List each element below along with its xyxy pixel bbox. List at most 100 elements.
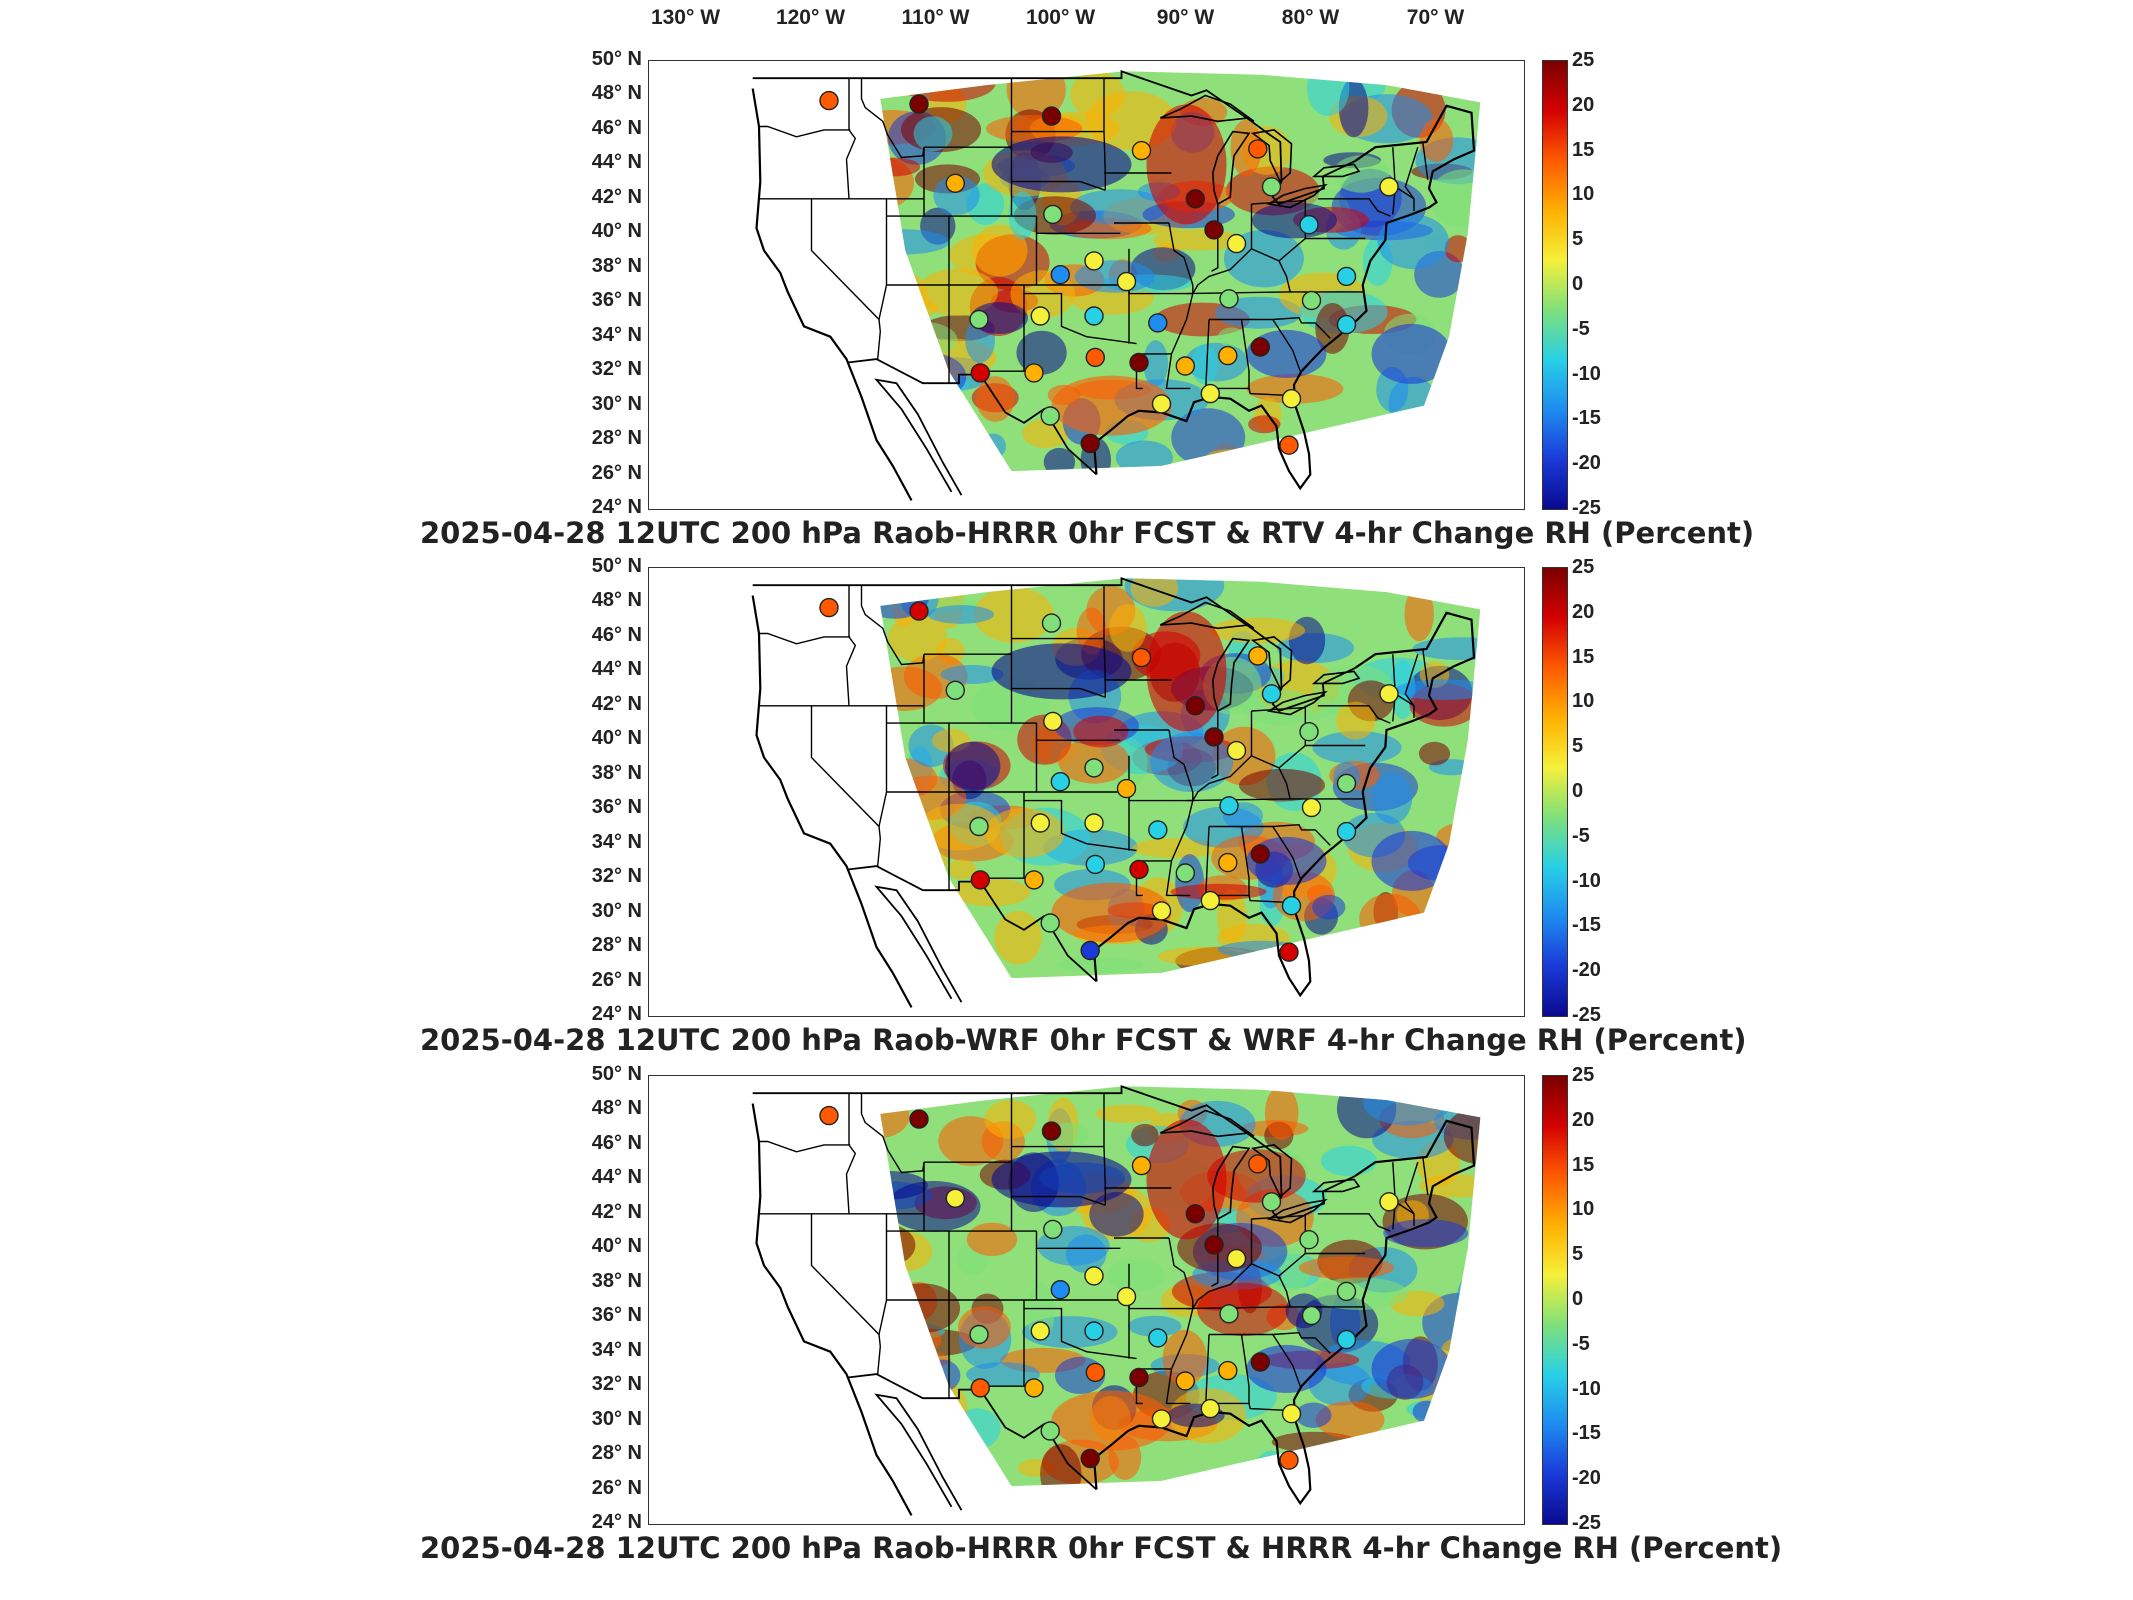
lat-tick-label: 50° N <box>591 555 642 577</box>
station-marker <box>1041 1121 1062 1141</box>
great-lake <box>1311 1178 1361 1193</box>
colorbar <box>1542 1075 1568 1525</box>
lat-tick-label: 34° N <box>591 323 642 346</box>
state-boundary <box>1216 826 1250 897</box>
station-marker <box>1050 264 1070 285</box>
lat-tick-label: 26° N <box>591 461 642 484</box>
state-boundary <box>810 198 882 360</box>
station-marker <box>1279 942 1299 962</box>
longitude-axis: 130° W 120° W 110° W 100° W 90° W 80° W 70° W <box>0 0 2133 40</box>
state-boundary <box>810 1213 882 1375</box>
state-boundary <box>1251 1214 1306 1220</box>
lat-tick-label: 26° N <box>591 1476 642 1499</box>
colorbar-tick-label: -5 <box>1572 317 1590 340</box>
colorbar-tick-label: -20 <box>1572 959 1601 982</box>
colorbar <box>1542 60 1568 510</box>
lon-tick-label: 130° W <box>650 6 721 29</box>
station-marker <box>1218 345 1238 366</box>
station-marker <box>1131 1155 1152 1176</box>
panel-title: 2025-04-28 12UTC 200 hPa Raob-HRRR 0hr F… <box>420 1531 1783 1565</box>
lat-tick-label: 40° N <box>591 1235 642 1258</box>
great-lake <box>1311 670 1361 685</box>
great-lake <box>1211 637 1251 713</box>
state-boundary <box>1023 792 1137 852</box>
lat-tick-label: 46° N <box>591 1131 642 1154</box>
station-marker <box>1185 696 1205 716</box>
station-marker <box>1024 1378 1044 1398</box>
station-marker <box>1248 646 1268 666</box>
station-marker <box>1175 356 1195 376</box>
great-lake <box>1159 1109 1255 1138</box>
state-boundary <box>1317 705 1391 724</box>
station-marker <box>1151 394 1172 414</box>
state-boundary <box>1103 78 1106 191</box>
station-marker <box>1185 1204 1205 1224</box>
lat-tick-label: 28° N <box>591 1442 642 1465</box>
station-marker <box>1129 859 1149 880</box>
station-marker <box>1204 727 1224 747</box>
panel-title: 2025-04-28 12UTC 200 hPa Raob-HRRR 0hr F… <box>420 516 1755 550</box>
lat-tick-label: 42° N <box>591 185 642 208</box>
state-boundary <box>810 705 882 867</box>
station-marker <box>1261 177 1282 197</box>
colorbar-tick-label: -15 <box>1572 407 1601 430</box>
station-marker <box>1085 854 1105 875</box>
station-marker <box>1084 1321 1104 1341</box>
state-boundary <box>1103 1093 1106 1206</box>
station-marker <box>1301 290 1322 311</box>
baja-coastline <box>874 885 963 1003</box>
lat-tick-label: 48° N <box>591 1097 642 1120</box>
station-marker <box>945 680 965 701</box>
state-boundary <box>1192 1262 1291 1309</box>
station-marker <box>1279 1450 1299 1470</box>
colorbar-tick-label: -25 <box>1572 1004 1601 1026</box>
station-marker <box>1299 214 1319 235</box>
station-marker <box>1040 1421 1060 1441</box>
lat-tick-label: 38° N <box>591 761 642 784</box>
lat-tick-label: 44° N <box>591 658 642 681</box>
lon-tick-label: 120° W <box>775 6 846 29</box>
colorbar-tick-label: 15 <box>1572 138 1595 161</box>
colorbar-tick-label: -20 <box>1572 452 1601 475</box>
lat-tick-label: 50° N <box>591 1063 642 1085</box>
station-marker <box>1085 347 1105 368</box>
state-boundary <box>1278 237 1306 262</box>
station-marker <box>1041 613 1062 633</box>
canada-border <box>752 70 1356 206</box>
colorbar-tick-label: -10 <box>1572 1377 1601 1400</box>
great-lake <box>1266 690 1328 716</box>
state-boundary <box>923 1162 1037 1232</box>
station-marker <box>909 94 929 114</box>
lat-tick-label: 24° N <box>591 1511 642 1533</box>
station-marker <box>1116 271 1137 292</box>
state-boundary <box>1317 1213 1391 1232</box>
state-boundary <box>1251 706 1306 712</box>
station-marker <box>819 597 839 618</box>
west-coastline <box>751 595 913 1008</box>
colorbar-tick-label: 5 <box>1572 1243 1584 1266</box>
lat-tick-label: 48° N <box>591 82 642 105</box>
station-marker <box>909 601 929 621</box>
colorbar-tick-label: 0 <box>1572 273 1584 295</box>
state-boundary <box>1192 247 1291 294</box>
station-marker <box>1129 352 1149 373</box>
colorbar-tick-label: -25 <box>1572 497 1601 519</box>
lat-tick-label: 50° N <box>591 48 642 70</box>
state-boundary <box>845 78 857 199</box>
colorbar-tick-label: 25 <box>1572 556 1595 578</box>
state-boundary <box>1186 1306 1363 1310</box>
colorbar-tick-label: 20 <box>1572 600 1595 623</box>
station-marker <box>1281 896 1302 916</box>
state-boundary <box>1304 198 1366 240</box>
station-marker <box>1080 433 1100 454</box>
east-coastline <box>1092 1119 1476 1506</box>
station-marker <box>1379 1192 1399 1212</box>
canada-border <box>752 1085 1356 1221</box>
map-panel-1 <box>648 60 1525 510</box>
state-boundary <box>1035 723 1121 741</box>
station-marker <box>1200 890 1220 911</box>
station-marker <box>1050 771 1070 792</box>
station-marker <box>1218 1360 1238 1381</box>
lon-tick-label: 80° W <box>1281 6 1340 29</box>
lat-tick-label: 34° N <box>591 1338 642 1361</box>
